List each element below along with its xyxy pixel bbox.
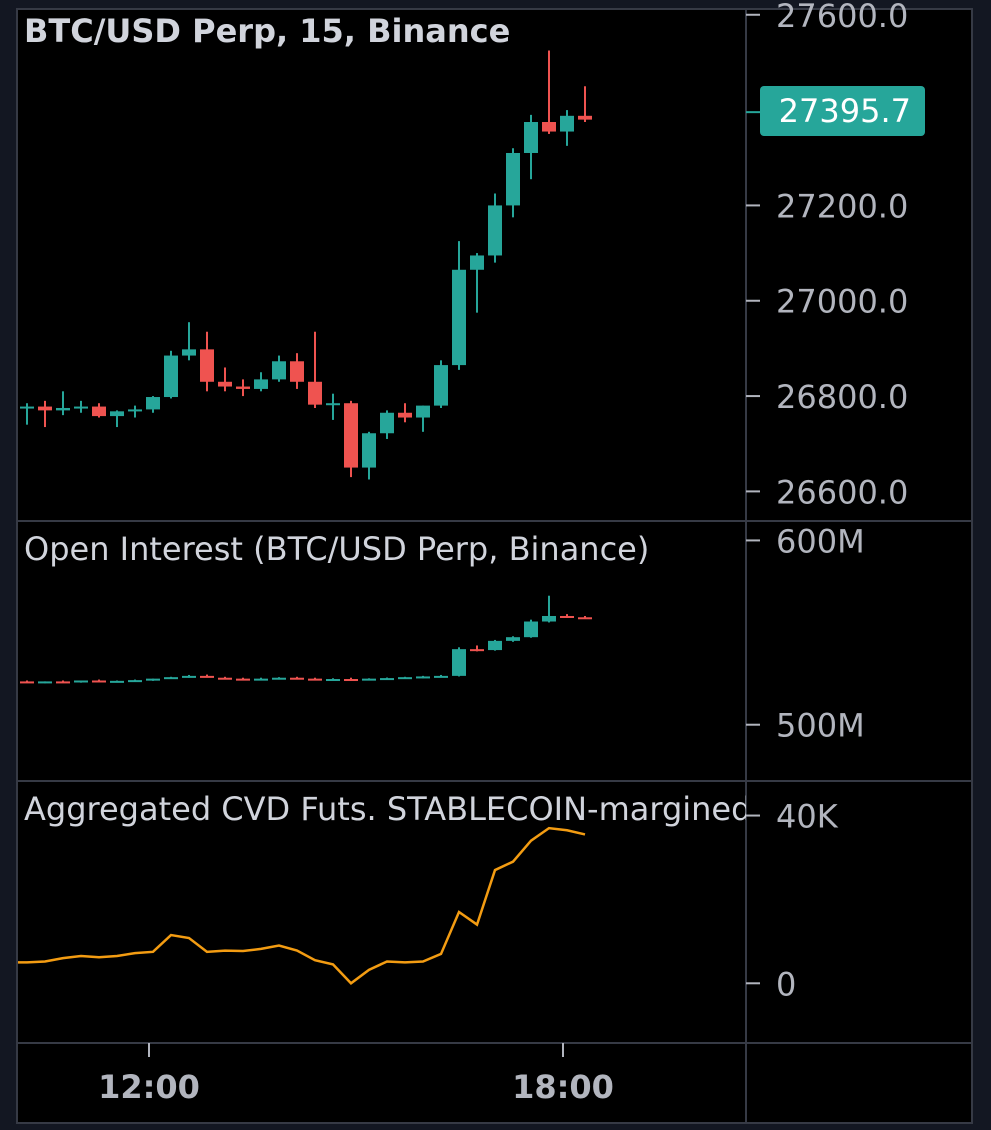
candle-body: [362, 433, 376, 468]
candle-body: [524, 621, 538, 638]
candle-body: [182, 349, 196, 356]
candle-body: [20, 681, 34, 684]
y-tick-label: 600M: [776, 522, 865, 560]
candle-body: [542, 122, 556, 132]
candle-body: [560, 615, 574, 618]
candle-body: [254, 678, 268, 681]
candle-body: [92, 406, 106, 417]
y-tick-label: 27000.0: [776, 283, 908, 321]
candle-body: [236, 678, 250, 681]
candle-body: [434, 365, 448, 406]
candle-body: [200, 675, 214, 678]
candle-body: [578, 115, 592, 120]
candle-body: [56, 407, 70, 411]
y-tick-label: 27200.0: [776, 187, 908, 225]
candle-body: [254, 379, 268, 389]
candle-body: [236, 386, 250, 389]
candle-body: [416, 405, 430, 418]
candle-body: [146, 397, 160, 410]
candle-body: [344, 403, 358, 468]
cvd-pane-title: Aggregated CVD Futs. STABLECOIN-margined: [24, 790, 746, 828]
candle-body: [578, 617, 592, 620]
candle-body: [200, 349, 214, 382]
candle-body: [452, 269, 466, 366]
candle-body: [110, 411, 124, 417]
candle-body: [74, 406, 88, 409]
y-tick-label: 27600.0: [776, 0, 908, 35]
candle-body: [380, 412, 394, 434]
candle-body: [164, 677, 178, 680]
candle-body: [344, 679, 358, 682]
candle-body: [308, 381, 322, 405]
candle-body: [218, 677, 232, 680]
candle-body: [92, 680, 106, 683]
candle-body: [38, 406, 52, 411]
candle-body: [308, 678, 322, 681]
candle-body: [362, 678, 376, 681]
candle-body: [524, 122, 538, 153]
last-price-badge: 27395.7: [760, 86, 925, 136]
y-tick-label: 26600.0: [776, 473, 908, 511]
cvd-line: [18, 826, 586, 985]
candle-body: [542, 615, 556, 622]
candle-body: [110, 680, 124, 683]
candle-body: [506, 637, 520, 641]
y-tick-label: 500M: [776, 707, 865, 745]
candle-body: [74, 680, 88, 683]
candle-body: [218, 381, 232, 387]
candle-body: [398, 412, 412, 418]
candle-body: [398, 677, 412, 680]
candle-body: [128, 409, 142, 412]
candle-body: [56, 681, 70, 684]
pane-0: 26600.0 26800.0 27000.0 27200.0 27600.0: [20, 0, 908, 511]
candle-body: [434, 675, 448, 678]
candle-body: [326, 679, 340, 682]
y-tick-label: 0: [776, 965, 796, 1003]
candle-body: [470, 255, 484, 270]
candle-body: [272, 361, 286, 380]
y-tick-label: 26800.0: [776, 378, 908, 416]
candle-body: [128, 680, 142, 683]
pane-2: 0 40K: [18, 798, 839, 1003]
candle-body: [290, 361, 304, 382]
candle-body: [380, 678, 394, 681]
candle-body: [326, 403, 340, 406]
candle-body: [470, 649, 484, 652]
y-tick-label: 40K: [776, 798, 839, 836]
price-pane-title: BTC/USD Perp, 15, Binance: [24, 12, 511, 50]
candle-body: [488, 640, 502, 651]
x-tick-label: 18:00: [512, 1068, 614, 1106]
candle-body: [560, 115, 574, 132]
candle-body: [416, 676, 430, 679]
candle-body: [290, 677, 304, 680]
candle-body: [506, 152, 520, 206]
candle-body: [182, 675, 196, 678]
candle-body: [272, 677, 286, 680]
candle-body: [488, 205, 502, 256]
pane-1: 500M 600M: [20, 522, 865, 745]
oi-pane-title: Open Interest (BTC/USD Perp, Binance): [24, 530, 650, 568]
candle-body: [452, 649, 466, 676]
x-tick-label: 12:00: [98, 1068, 200, 1106]
candle-body: [20, 406, 34, 409]
candle-body: [38, 681, 52, 684]
candle-body: [146, 678, 160, 681]
candle-body: [164, 355, 178, 398]
